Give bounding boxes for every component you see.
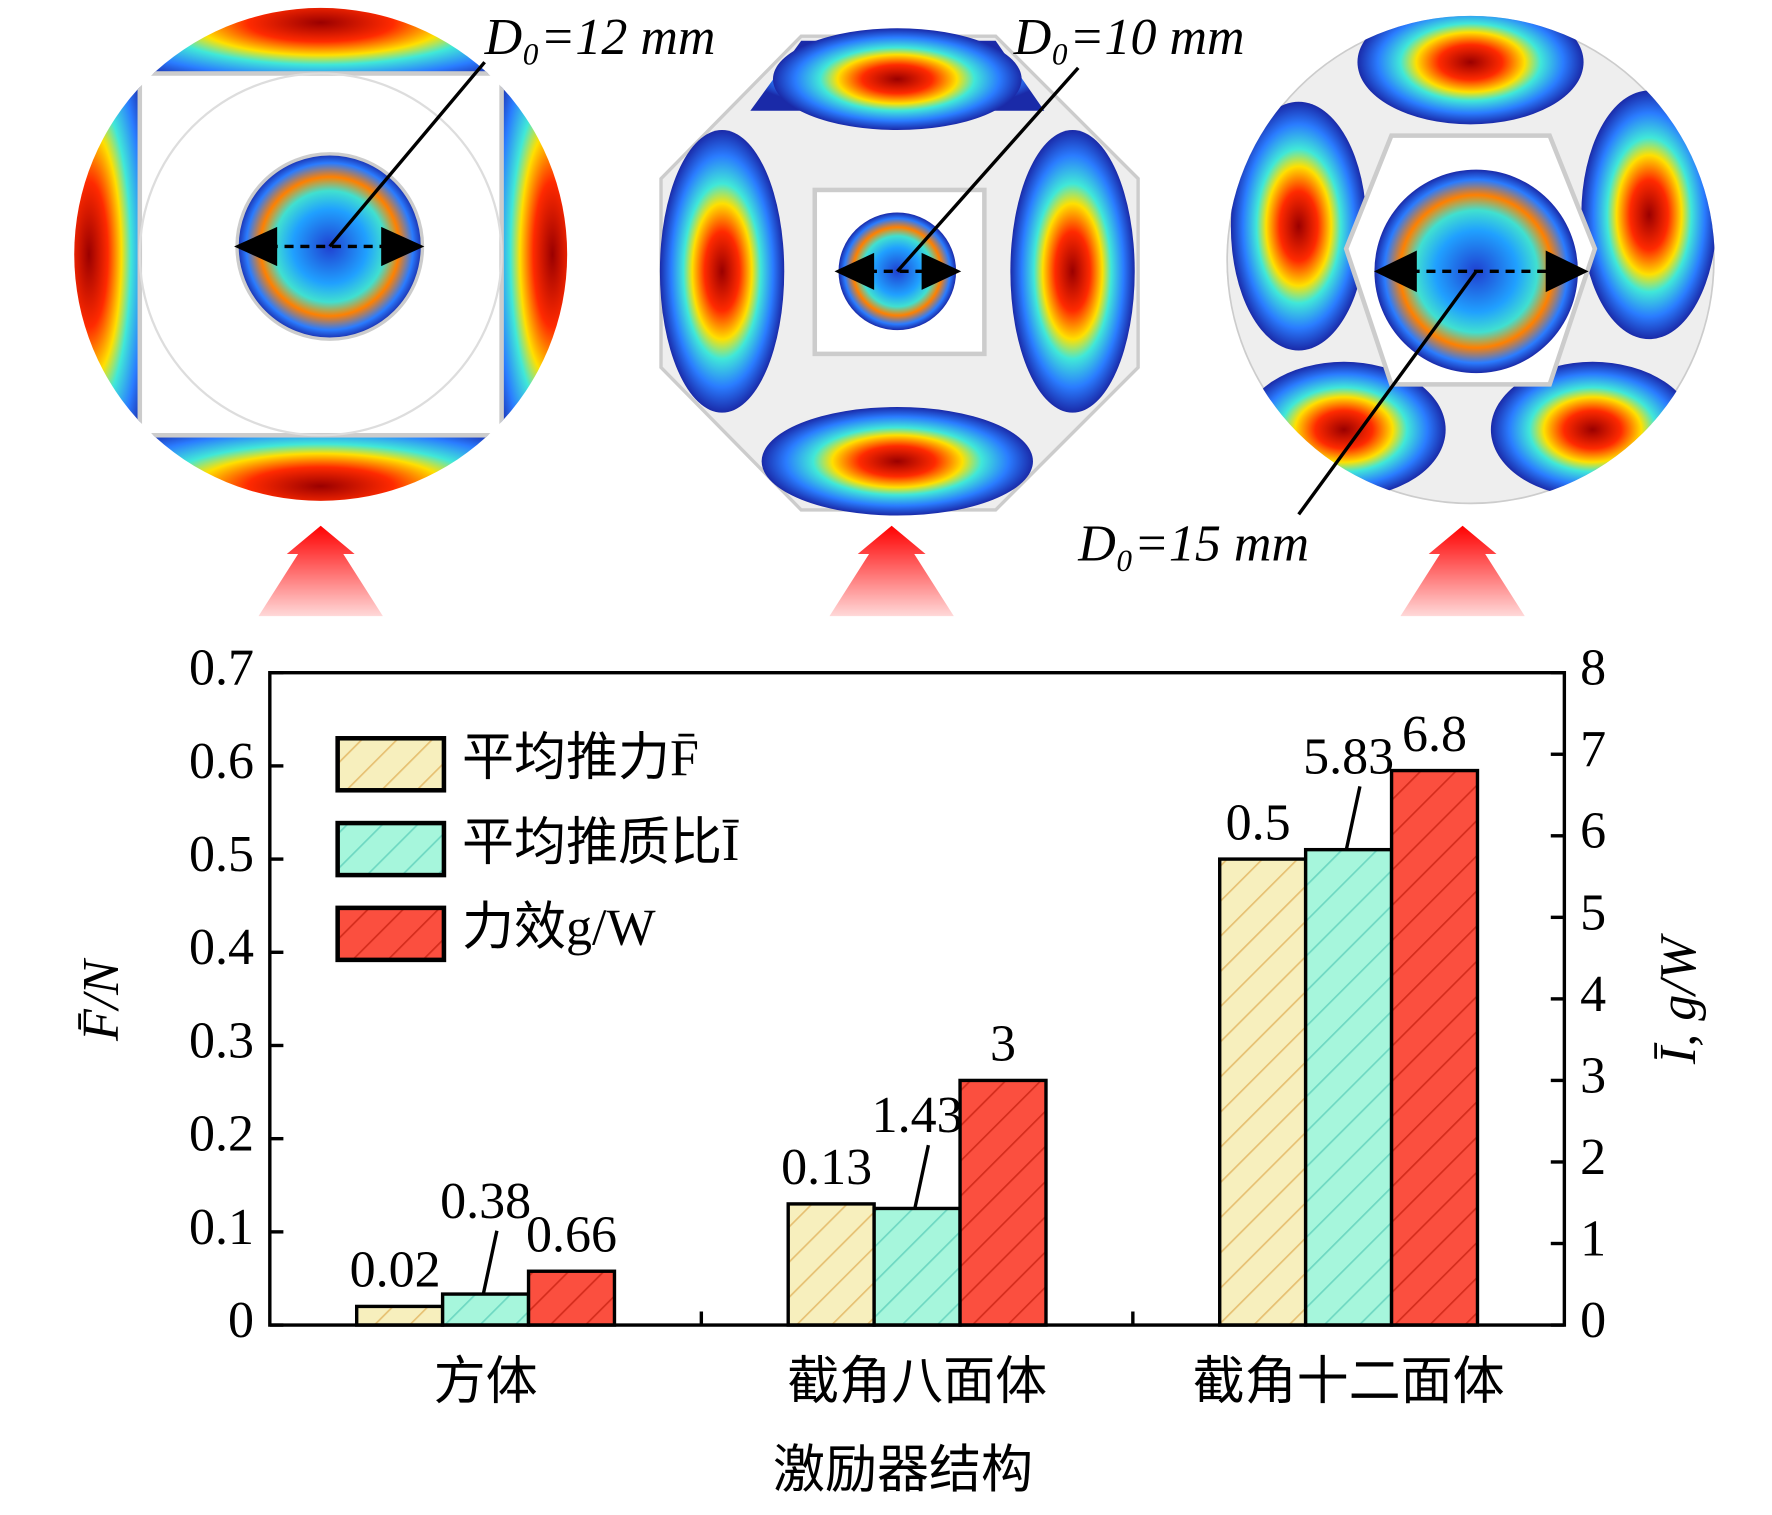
bar xyxy=(1218,857,1308,1327)
plot-frame xyxy=(268,671,1567,1327)
x-tick-label: 截角十二面体 xyxy=(1193,1354,1505,1411)
x-tick-label: 截角八面体 xyxy=(787,1354,1047,1411)
y2-tick-label: 5 xyxy=(1580,884,1606,941)
annotation: D₀=15 mm xyxy=(1077,515,1309,572)
y-tick-label: 0.7 xyxy=(189,640,254,697)
y-tick-label: 0.3 xyxy=(189,1012,254,1069)
bar xyxy=(1303,847,1394,1327)
y-tick-label: 0.5 xyxy=(189,826,254,883)
y2-tick-label: 4 xyxy=(1580,966,1606,1023)
legend-swatch xyxy=(335,736,447,793)
value-label: 5.83 xyxy=(1303,728,1394,785)
legend-swatch xyxy=(335,820,447,878)
y2-tick-label: 7 xyxy=(1580,721,1606,778)
y-tick-label: 0.2 xyxy=(189,1106,254,1163)
cube-image xyxy=(74,7,568,501)
y2-tick-label: 8 xyxy=(1580,640,1606,697)
value-label: 3 xyxy=(990,1016,1016,1073)
dodecahedron-image xyxy=(1226,15,1715,505)
bar xyxy=(786,1202,876,1327)
y2-tick-label: 1 xyxy=(1580,1210,1606,1267)
value-label: 1.43 xyxy=(872,1087,963,1144)
octahedron-image xyxy=(659,28,1140,516)
y2-tick-label: 2 xyxy=(1580,1129,1606,1186)
leader-line xyxy=(481,1230,499,1295)
bar xyxy=(440,1292,531,1327)
value-label: 6.8 xyxy=(1402,706,1467,763)
annotation: D₀=10 mm xyxy=(1013,9,1245,66)
leader-line xyxy=(913,1144,931,1209)
y2-tick-label: 6 xyxy=(1580,803,1606,860)
legend-swatch xyxy=(335,905,447,963)
value-label: 0.5 xyxy=(1226,794,1291,851)
y-axis-label: F̄/N xyxy=(73,957,130,1042)
y2-tick-label: 3 xyxy=(1580,1047,1606,1104)
value-label: 0.66 xyxy=(526,1207,617,1264)
x-axis-label: 激励器结构 xyxy=(773,1442,1033,1499)
y-tick-label: 0.6 xyxy=(189,733,254,790)
y-tick-label: 0.4 xyxy=(189,919,254,976)
legend-label: 平均推力F̄ xyxy=(462,730,699,787)
legend-label: 平均推质比Ī xyxy=(462,815,739,872)
bar xyxy=(958,1078,1048,1327)
y-tick-label: 0 xyxy=(228,1292,254,1349)
value-label: 0.38 xyxy=(440,1173,531,1230)
bar xyxy=(526,1269,617,1327)
x-tick-label: 方体 xyxy=(434,1354,538,1411)
annotation: D₀=12 mm xyxy=(484,9,716,66)
value-label: 0.13 xyxy=(781,1139,872,1196)
bar xyxy=(1389,768,1480,1327)
y2-tick-label: 0 xyxy=(1580,1292,1606,1349)
y2-axis-label: Ī, g/W xyxy=(1650,932,1707,1065)
value-label: 0.02 xyxy=(350,1242,441,1299)
y-tick-label: 0.1 xyxy=(189,1199,254,1256)
excitation-arrows xyxy=(258,525,1525,617)
bar xyxy=(354,1304,445,1327)
bar xyxy=(872,1206,962,1327)
diameter-arrows xyxy=(234,61,1589,516)
leader-line xyxy=(1344,785,1362,851)
legend-label: 力效g/W xyxy=(462,900,656,957)
